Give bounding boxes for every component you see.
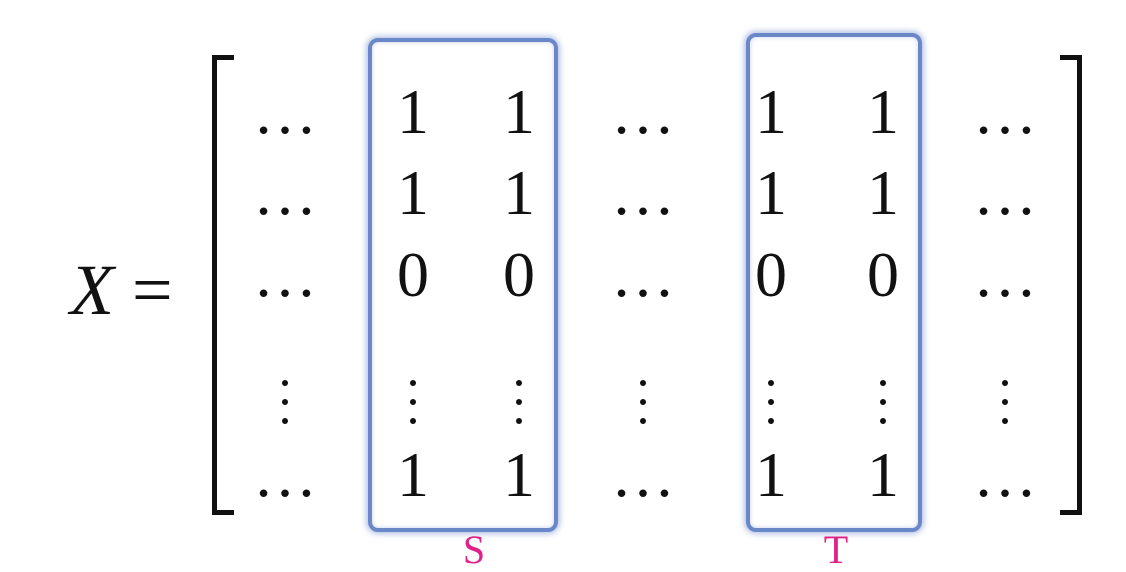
vertical-ellipsis-icon bbox=[639, 370, 647, 434]
vertical-ellipsis-icon bbox=[879, 370, 887, 434]
matrix-cell: … bbox=[973, 157, 1037, 228]
group-box-t bbox=[746, 33, 922, 532]
matrix-cell: 1 bbox=[503, 157, 535, 228]
equals-sign: = bbox=[131, 250, 173, 330]
matrix-cell: ⋮ bbox=[373, 356, 453, 436]
matrix-cell: … bbox=[253, 239, 317, 310]
matrix-variable: X bbox=[70, 250, 114, 330]
right-bracket bbox=[1060, 55, 1082, 515]
matrix-cell: 1 bbox=[755, 157, 787, 228]
vertical-ellipsis-icon bbox=[409, 370, 417, 434]
matrix-cell: 1 bbox=[397, 76, 429, 147]
matrix-cell: ⋮ bbox=[603, 356, 683, 436]
matrix-cell: ⋮ bbox=[479, 356, 559, 436]
matrix-cell: 1 bbox=[397, 439, 429, 510]
matrix-cell: 1 bbox=[867, 439, 899, 510]
matrix-cell: 0 bbox=[397, 239, 429, 310]
cell-value: ⋮ bbox=[289, 356, 290, 357]
matrix-cell: … bbox=[973, 76, 1037, 147]
vertical-ellipsis-icon bbox=[767, 370, 775, 434]
matrix-cell: 1 bbox=[867, 157, 899, 228]
group-box-s bbox=[368, 38, 558, 532]
vertical-ellipsis-icon bbox=[281, 370, 289, 434]
matrix-cell: ⋮ bbox=[245, 356, 325, 436]
matrix-cell: … bbox=[253, 439, 317, 510]
matrix-cell: ⋮ bbox=[843, 356, 923, 436]
group-label-s: S bbox=[462, 527, 486, 572]
matrix-cell: … bbox=[973, 239, 1037, 310]
matrix-cell: 1 bbox=[755, 76, 787, 147]
matrix-cell: … bbox=[611, 239, 675, 310]
matrix-cell: … bbox=[611, 439, 675, 510]
vertical-ellipsis-icon bbox=[515, 370, 523, 434]
matrix-cell: … bbox=[611, 76, 675, 147]
matrix-cell: 1 bbox=[755, 439, 787, 510]
cell-value: ⋮ bbox=[1009, 356, 1010, 357]
matrix-cell: 0 bbox=[755, 239, 787, 310]
vertical-ellipsis-icon bbox=[1001, 370, 1009, 434]
left-bracket bbox=[212, 55, 234, 515]
matrix-cell: … bbox=[611, 157, 675, 228]
matrix-cell: ⋮ bbox=[965, 356, 1045, 436]
cell-value: ⋮ bbox=[647, 356, 648, 357]
matrix-cell: ⋮ bbox=[731, 356, 811, 436]
matrix-cell: … bbox=[253, 157, 317, 228]
lhs: X = bbox=[70, 245, 173, 335]
matrix-cell: 1 bbox=[397, 157, 429, 228]
matrix-cell: 1 bbox=[867, 76, 899, 147]
matrix-cell: 0 bbox=[867, 239, 899, 310]
matrix-cell: … bbox=[973, 439, 1037, 510]
matrix-cell: … bbox=[253, 76, 317, 147]
matrix-cell: 0 bbox=[503, 239, 535, 310]
matrix-cell: 1 bbox=[503, 76, 535, 147]
group-label-t: T bbox=[823, 527, 849, 572]
matrix-cell: 1 bbox=[503, 439, 535, 510]
